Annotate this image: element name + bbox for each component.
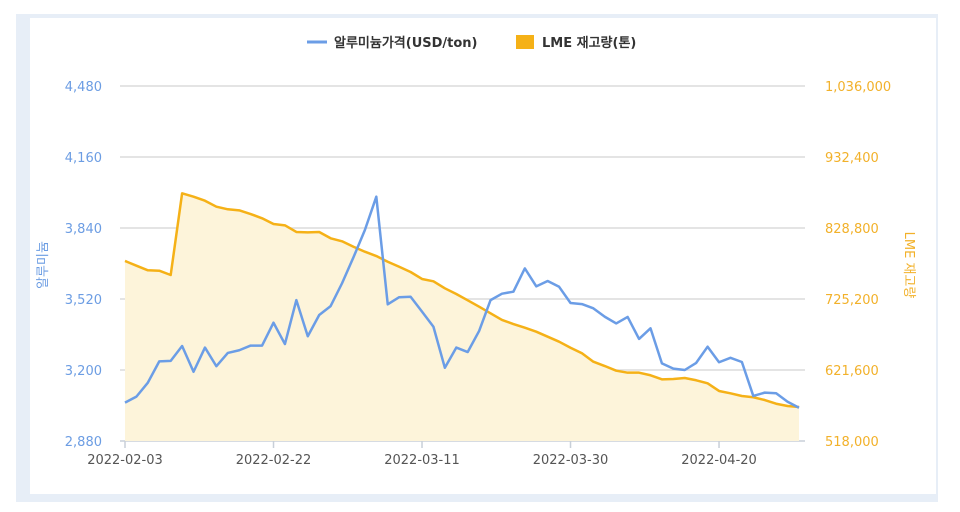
- stock-area-series: [124, 192, 800, 441]
- left-tick-label: 3,200: [65, 364, 102, 379]
- right-tick-label: 621,600: [825, 364, 879, 379]
- legend-label-price[interactable]: 알루미늄가격(USD/ton): [334, 35, 478, 51]
- x-tick-label: 2022-03-30: [533, 453, 609, 468]
- right-tick-label: 1,036,000: [825, 80, 891, 95]
- left-tick-label: 2,880: [65, 435, 102, 450]
- x-tick-label: 2022-02-22: [236, 453, 312, 468]
- left-tick-label: 3,520: [65, 293, 102, 308]
- legend-swatch-stock: [516, 35, 534, 49]
- right-tick-label: 932,400: [825, 151, 879, 166]
- price-line-series: [124, 195, 800, 409]
- x-tick-label: 2022-04-20: [681, 453, 757, 468]
- legend-label-stock[interactable]: LME 재고량(톤): [542, 36, 636, 51]
- right-axis-title: LME 재고량: [901, 232, 916, 299]
- axes: 2,880 518,000 3,200 621,600 3,520 725,200 3,84…: [65, 80, 891, 468]
- left-tick-label: 4,160: [65, 151, 102, 166]
- right-tick-label: 828,800: [825, 222, 879, 237]
- stock-line: [124, 192, 800, 409]
- left-axis-title: 알루미늄: [36, 241, 51, 289]
- right-tick-label: 725,200: [825, 293, 879, 308]
- x-tick-label: 2022-02-03: [87, 453, 163, 468]
- right-tick-label: 518,000: [825, 435, 879, 450]
- left-tick-label: 3,840: [65, 222, 102, 237]
- x-tick-label: 2022-03-11: [384, 453, 460, 468]
- left-tick-label: 4,480: [65, 80, 102, 95]
- stock-area-fill: [125, 193, 799, 441]
- legend[interactable]: 알루미늄가격(USD/ton) LME 재고량(톤): [307, 35, 636, 51]
- price-line: [124, 195, 800, 409]
